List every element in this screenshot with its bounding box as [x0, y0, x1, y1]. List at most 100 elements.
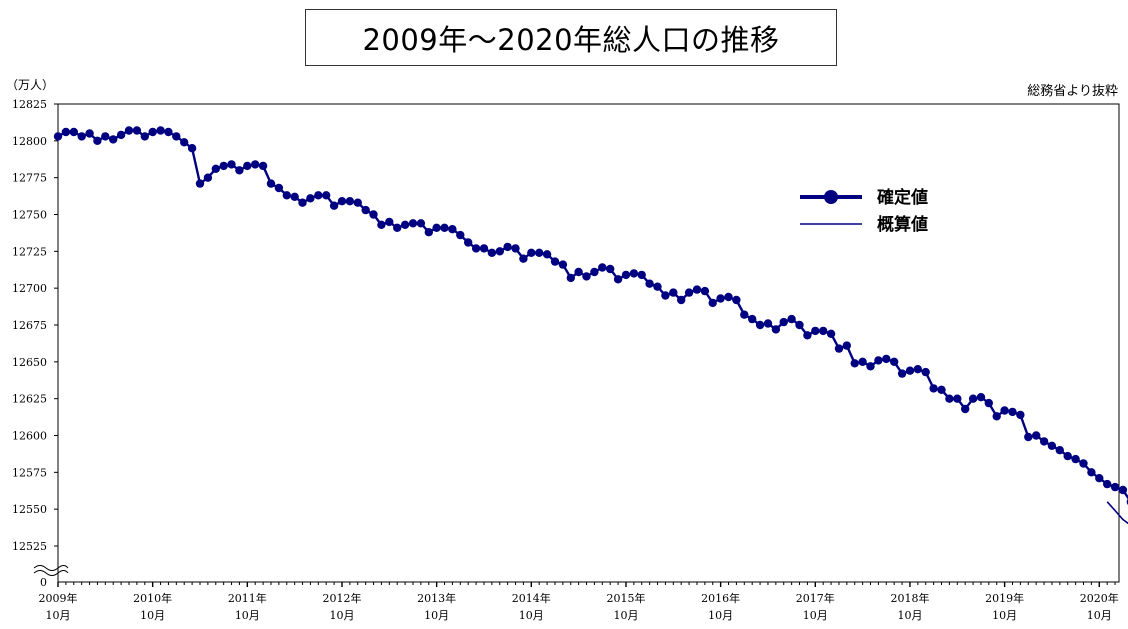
- data-point: [124, 126, 134, 135]
- data-point: [882, 354, 891, 364]
- data-point: [180, 138, 189, 147]
- data-point: [361, 205, 370, 215]
- x-tick-label-month: 10月: [46, 609, 71, 622]
- data-point: [345, 197, 355, 206]
- data-point: [708, 298, 717, 308]
- data-point: [1055, 446, 1065, 455]
- legend-swatch-marker: [824, 190, 838, 204]
- data-point: [243, 161, 252, 171]
- data-point: [1024, 432, 1033, 442]
- data-point: [550, 257, 560, 266]
- x-tick-label-year: 2010年: [133, 591, 172, 605]
- data-point: [858, 357, 867, 366]
- x-tick-label-year: 2012年: [322, 591, 361, 605]
- legend-item-1: 確定値: [800, 187, 928, 208]
- data-point: [724, 292, 733, 302]
- data-point: [282, 191, 291, 200]
- data-point: [314, 191, 323, 200]
- data-point: [905, 366, 915, 375]
- data-point: [416, 219, 426, 228]
- data-point: [984, 398, 993, 408]
- data-point: [566, 273, 575, 283]
- y-unit-label: （万人）: [6, 78, 55, 92]
- data-point: [77, 132, 86, 141]
- series-layer: [53, 126, 1128, 525]
- x-tick-label-month: 10月: [519, 609, 544, 622]
- data-point: [953, 394, 962, 403]
- data-point: [574, 267, 583, 277]
- x-tick-label-month: 10月: [1087, 609, 1112, 622]
- data-point: [937, 385, 946, 394]
- data-point: [322, 191, 331, 200]
- data-point: [787, 314, 796, 324]
- data-point: [819, 326, 828, 336]
- y-tick-label: 12800: [12, 135, 47, 148]
- data-point: [811, 326, 820, 336]
- data-point: [1032, 431, 1041, 440]
- data-point: [542, 250, 552, 259]
- x-axis: 2009年 10月 2010年 10月 2011年 10月 2012年 10月 2013年 10月…: [39, 582, 1119, 622]
- y-tick-label: 12550: [12, 503, 47, 516]
- x-tick-label-year: 2018年: [890, 591, 929, 605]
- data-point: [306, 194, 315, 203]
- y-tick-label: 12525: [12, 540, 47, 553]
- data-point: [337, 197, 347, 206]
- data-point: [1008, 407, 1017, 417]
- data-point: [1110, 482, 1120, 492]
- data-point: [432, 223, 441, 232]
- x-tick-label-year: 2009年: [39, 591, 78, 605]
- data-point: [101, 132, 110, 141]
- series-line: [1106, 501, 1128, 525]
- data-point: [826, 329, 836, 338]
- data-point: [298, 198, 307, 207]
- data-point: [1103, 479, 1112, 489]
- data-point: [684, 288, 694, 297]
- y-tick-label: 12750: [12, 209, 47, 222]
- data-point: [274, 183, 284, 193]
- data-point: [755, 320, 765, 330]
- x-tick-label-year: 2019年: [985, 591, 1024, 605]
- data-point: [582, 272, 591, 281]
- data-point: [890, 357, 899, 366]
- data-point: [992, 412, 1001, 421]
- data-point: [661, 291, 670, 300]
- data-point: [613, 275, 623, 284]
- y-tick-label: 12675: [12, 319, 47, 332]
- data-point: [803, 331, 812, 340]
- x-tick-label-month: 10月: [897, 609, 922, 622]
- data-point: [590, 267, 599, 277]
- data-point: [93, 136, 102, 145]
- data-point: [929, 384, 938, 393]
- data-point: [369, 210, 378, 219]
- data-point: [227, 160, 236, 169]
- y-tick-label: 12600: [12, 430, 47, 443]
- y-tick-label: 12575: [12, 466, 47, 479]
- data-point: [968, 394, 978, 403]
- data-point: [606, 264, 615, 274]
- data-point: [61, 127, 71, 137]
- data-point: [921, 367, 930, 377]
- x-tick-label-year: 2017年: [796, 591, 835, 605]
- data-point: [329, 201, 339, 210]
- data-point: [834, 344, 844, 353]
- data-point: [116, 130, 126, 140]
- data-point: [1079, 459, 1088, 468]
- y-tick-label: 12825: [12, 98, 47, 111]
- x-tick-label-month: 10月: [235, 609, 260, 622]
- data-point: [716, 294, 725, 303]
- data-point: [1118, 485, 1128, 495]
- data-point: [400, 220, 410, 229]
- axis-break-mark: [33, 565, 69, 576]
- data-point: [653, 282, 662, 291]
- data-point: [251, 160, 260, 169]
- plot-area-frame: [57, 103, 1120, 583]
- data-point: [290, 192, 299, 201]
- data-point: [961, 404, 970, 414]
- data-point: [456, 230, 465, 240]
- legend-item-2: 概算値: [800, 214, 928, 235]
- data-point: [669, 288, 678, 297]
- x-tick-label-month: 10月: [992, 609, 1017, 622]
- data-point: [140, 132, 149, 141]
